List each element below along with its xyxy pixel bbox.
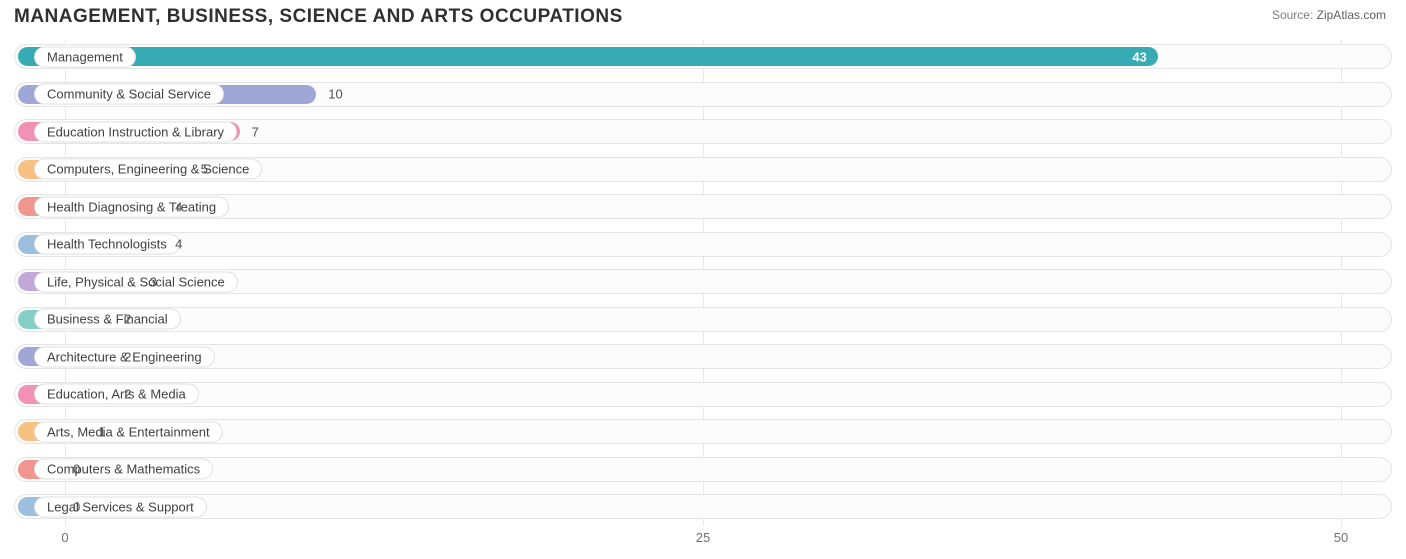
bar-label-pill: Education Instruction & Library [34, 121, 237, 142]
source-site: ZipAtlas.com [1317, 8, 1386, 22]
bar-track [14, 494, 1392, 519]
bar-track [14, 344, 1392, 369]
bar-chart: Management43Community & Social Service10… [14, 40, 1392, 550]
bar-row: Business & Financial2 [14, 303, 1392, 336]
bar-row: Computers & Mathematics0 [14, 453, 1392, 486]
bar-value: 7 [252, 124, 259, 139]
bar-track [14, 307, 1392, 332]
bar-row: Legal Services & Support0 [14, 490, 1392, 523]
bar-value: 43 [1132, 49, 1146, 64]
bar-value: 4 [175, 199, 182, 214]
bar-label-pill: Arts, Media & Entertainment [34, 421, 223, 442]
bar-label-pill: Computers & Mathematics [34, 459, 213, 480]
bar-label-pill: Management [34, 46, 136, 67]
bar-label-pill: Education, Arts & Media [34, 384, 199, 405]
bar-track [14, 232, 1392, 257]
source-attribution: Source: ZipAtlas.com [1272, 6, 1386, 22]
bar-value: 1 [99, 424, 106, 439]
bar-row: Computers, Engineering & Science5 [14, 153, 1392, 186]
source-label: Source: [1272, 8, 1313, 22]
bar-value: 2 [124, 312, 131, 327]
x-axis-tick-label: 25 [696, 530, 710, 545]
x-axis-tick-label: 50 [1334, 530, 1348, 545]
bar-label-pill: Legal Services & Support [34, 496, 207, 517]
bar-label-pill: Health Diagnosing & Treating [34, 196, 229, 217]
bar-value: 0 [73, 499, 80, 514]
bar-label-pill: Community & Social Service [34, 84, 224, 105]
bar-row: Health Technologists4 [14, 228, 1392, 261]
bar-value: 0 [73, 462, 80, 477]
bar-row: Arts, Media & Entertainment1 [14, 415, 1392, 448]
bar-row: Architecture & Engineering2 [14, 340, 1392, 373]
bar-value: 2 [124, 349, 131, 364]
bar-value: 3 [150, 274, 157, 289]
x-axis-tick-label: 0 [61, 530, 68, 545]
bar-row: Community & Social Service 10 [14, 78, 1392, 111]
bar-row: Management 43 [14, 40, 1392, 73]
bar-label-pill: Health Technologists [34, 234, 180, 255]
bar-value: 4 [175, 237, 182, 252]
bar-row: Life, Physical & Social Science3 [14, 265, 1392, 298]
bar-row: Education Instruction & Library 7 [14, 115, 1392, 148]
bar-fill [18, 47, 1158, 66]
bar-row: Education, Arts & Media2 [14, 378, 1392, 411]
bar-label-pill: Life, Physical & Social Science [34, 271, 238, 292]
bar-row: Health Diagnosing & Treating4 [14, 190, 1392, 223]
bar-track [14, 382, 1392, 407]
chart-title: MANAGEMENT, BUSINESS, SCIENCE AND ARTS O… [14, 6, 623, 28]
bar-track [14, 457, 1392, 482]
bar-value: 5 [201, 162, 208, 177]
bar-value: 2 [124, 387, 131, 402]
bar-label-pill: Business & Financial [34, 309, 181, 330]
bar-label-pill: Computers, Engineering & Science [34, 159, 262, 180]
bar-value: 10 [328, 87, 342, 102]
